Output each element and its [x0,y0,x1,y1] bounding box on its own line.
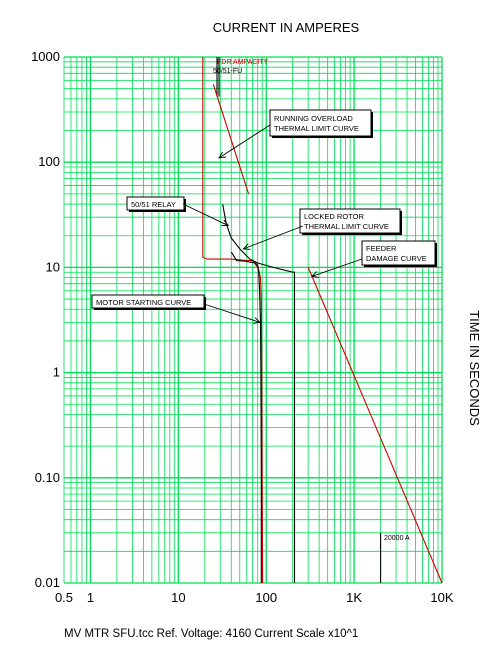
y-axis-title: TIME IN SECONDS [467,310,482,426]
footer-text: MV MTR SFU.tcc Ref. Voltage: 4160 Curren… [64,628,358,640]
series-line [230,251,262,583]
annotation-arrowhead [221,219,230,227]
chart-title: CURRENT IN AMPERES [213,20,360,35]
y-tick-label: 100 [38,154,60,169]
x-tick-label: 0.5 [55,590,73,605]
x-tick-label: 100 [255,590,277,605]
annotation-box [91,294,205,309]
annotation-label: 50/51-FU [213,68,242,75]
series-line [222,204,296,583]
x-tick-label: 1K [346,590,362,605]
y-tick-label: 1 [53,365,60,380]
annotation-arrow [182,203,229,226]
annotation-box [126,196,185,211]
annotation-label: FEEDER [366,244,397,253]
annotation-arrow [311,258,363,277]
annotation-arrowhead [253,317,262,324]
annotation-label: FDR AMPACITY [217,59,269,66]
annotation-label: RUNNING OVERLOAD [274,114,353,123]
x-tick-label: 1 [87,590,94,605]
annotation-label: MOTOR STARTING CURVE [96,298,191,307]
y-tick-label: 0.10 [35,470,60,485]
annotation-arrowhead [218,151,226,159]
annotation-arrowhead [242,243,251,250]
annotation-arrow [218,124,271,159]
annotation-box [269,109,372,137]
y-tick-label: 1000 [31,49,60,64]
y-tick-label: 10 [46,259,60,274]
x-tick-label: 10 [171,590,185,605]
annotation-label: 50/51 RELAY [131,200,176,209]
x-tick-label: 10K [430,590,453,605]
annotation-label: DAMAGE CURVE [366,254,427,263]
annotation-label: THERMAL LIMIT CURVE [304,222,389,231]
series-line [212,84,250,195]
series-line [202,57,264,584]
annotation-arrowhead [310,271,319,278]
annotation-box [299,208,401,234]
y-tick-label: 0.01 [35,575,60,590]
curves [202,57,443,584]
series-line [307,267,443,584]
annotation-box [361,240,436,266]
annotation-label: THERMAL LIMIT CURVE [274,124,359,133]
annotation-label: 20000 A [384,535,410,542]
annotation-label: LOCKED ROTOR [304,212,364,221]
axis-ticks: 0.5 1 10 100 1K 10K 1000 100 10 1 0.10 0.01 [31,49,454,605]
annotation-arrow [243,225,304,250]
annotation-arrow [203,303,261,323]
